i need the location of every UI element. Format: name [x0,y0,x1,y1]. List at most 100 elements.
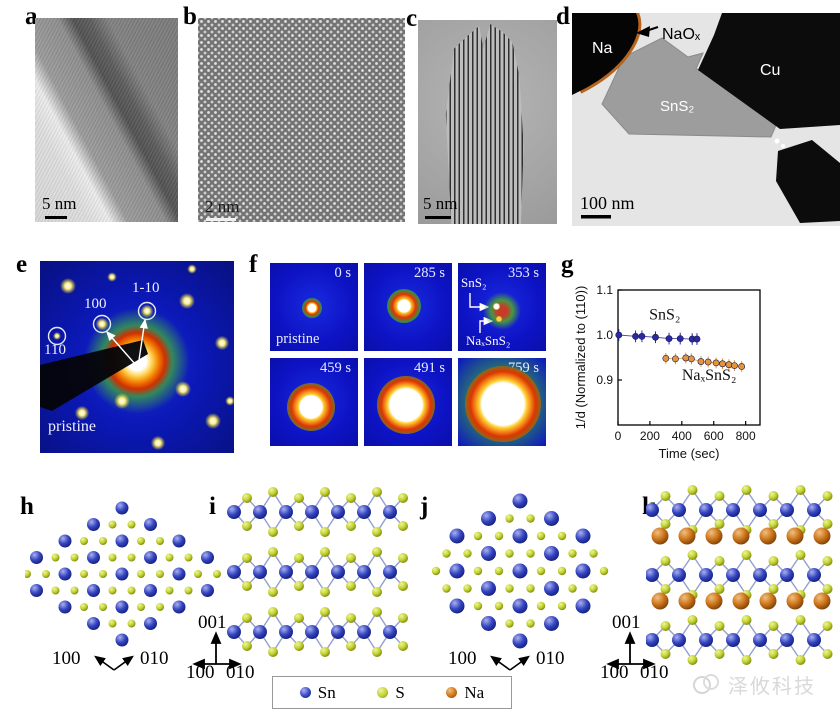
sn-atom [780,503,794,517]
panel-letter-i: i [209,493,216,520]
s-atom [687,655,698,665]
data-point [704,358,712,366]
s-atom [242,581,252,591]
data-point [676,335,684,342]
sns2-side-view [227,487,408,657]
s-atom [536,566,546,576]
panel-letter-a: a [25,3,38,30]
axis-label-010: 010 [640,662,669,680]
white-speck [774,138,780,144]
panel-letter-g: g [561,251,574,278]
sn-atom [279,565,293,579]
sn-sphere-icon [299,687,311,698]
s-atom [268,587,278,597]
y-tick-label: 0.9 [596,373,613,387]
axis-label-001: 001 [612,614,641,633]
s-atom [108,553,117,562]
s-atom [294,553,304,563]
s-atom [268,487,278,497]
data-point [719,360,726,368]
s-atom [714,621,725,631]
sn-atom [512,633,528,649]
data-point [632,332,639,340]
axis-arrow-010 [509,655,530,671]
diffraction-spots [47,264,234,451]
pristine-label: pristine [48,418,96,435]
s-atom [294,493,304,503]
s-atom [463,549,472,558]
s-atom [714,649,725,659]
s-atom [526,619,535,628]
sn-atom [172,600,186,614]
diffraction-blob [302,298,322,318]
sn-atom [279,505,293,519]
sn-atom [481,546,496,561]
s-atom [568,549,577,558]
x-tick-label: 800 [736,429,756,443]
bragg-spot [496,316,502,322]
sn-atom [449,528,465,544]
s-atom [660,556,671,566]
s-atom [557,531,567,541]
scalebar-d [581,215,611,219]
axis-glyph-h: 100 010 [52,648,169,671]
sn-atom [512,563,528,579]
diffraction-tile-491s: 491 s [364,358,452,446]
axis-arrow-100 [94,655,115,671]
diffraction-spot [175,381,191,397]
s-atom [660,621,671,631]
s-atom [156,603,164,611]
s-atom [184,553,193,562]
s-atom [268,547,278,557]
s-atom [346,493,356,503]
tile-naxsns2-label: NaₓSnS₂ [466,333,511,348]
axis-label-100: 100 [52,648,81,669]
y-tick-label: 1.1 [596,283,613,297]
s-atom [127,520,136,529]
naxsns2-top-view [431,493,609,649]
s-atom [268,647,278,657]
data-point [638,332,646,340]
sn-atom [726,633,740,647]
s-atom [741,485,752,495]
s-atom [463,584,472,593]
data-point [712,359,720,367]
data-point [682,354,690,362]
sn-atom [357,565,371,579]
s-atom [687,485,698,495]
s-atom [127,619,136,628]
s-atom [589,584,598,593]
s-atom [768,556,779,566]
s-atom [372,587,382,597]
sn-atom [227,505,241,519]
arrow-to-100 [106,330,136,365]
series-label: NaₓSnS₂ [682,367,737,384]
s-atom [795,655,806,665]
s-atom [494,601,504,611]
diffraction-tile-285s: 285 s [364,263,452,351]
s-atom [660,584,671,594]
sn-atom [481,511,496,526]
diffraction-spot [225,396,234,406]
s-atom [165,553,174,562]
diffraction-spot [214,335,230,351]
sn-atom [544,546,559,561]
s-atom [346,613,356,623]
s-atom [768,519,779,529]
s-atom [242,553,252,563]
axis-glyph-k: 001 100 010 [600,614,669,680]
s-atom [442,549,451,558]
s-atom [599,566,609,576]
na-metal-blob [572,13,639,95]
cu-label: Cu [760,62,780,79]
na-atom [813,527,831,545]
s-atom [557,601,567,611]
s-atom [242,493,252,503]
diffraction-spot [140,304,154,318]
s-atom [372,647,382,657]
s-atom [505,514,514,523]
diffraction-spot [205,413,221,429]
sn-atom [575,563,591,579]
arrow-to-1-10 [138,318,148,361]
panel-letter-b: b [183,3,197,30]
